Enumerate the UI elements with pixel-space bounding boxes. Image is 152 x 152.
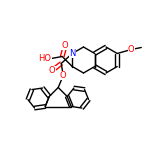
- Text: HO: HO: [38, 54, 51, 63]
- Text: N: N: [69, 49, 75, 58]
- Text: O: O: [49, 66, 55, 75]
- Text: O: O: [62, 41, 69, 50]
- Text: O: O: [128, 45, 135, 54]
- Text: O: O: [60, 71, 67, 80]
